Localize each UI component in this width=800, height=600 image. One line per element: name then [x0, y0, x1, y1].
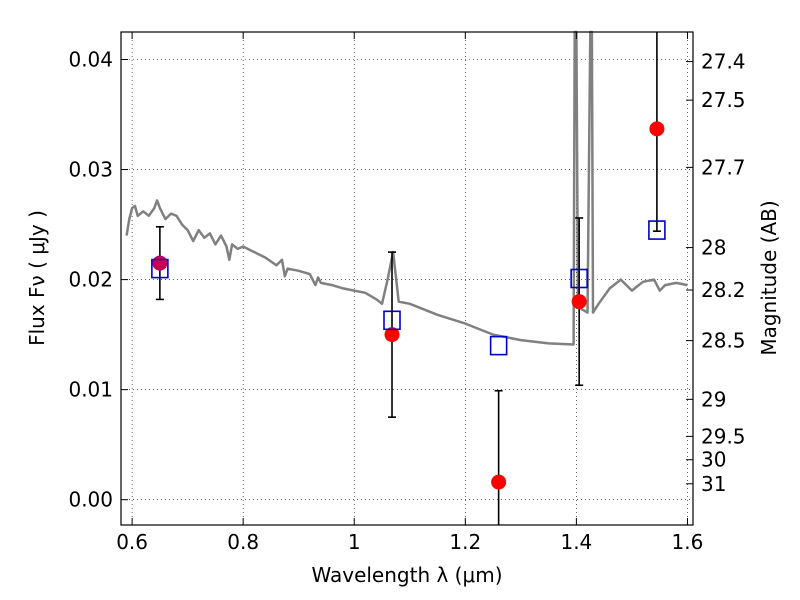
y2-tick-label: 29.5	[701, 424, 746, 448]
y2-tick-label: 31	[701, 472, 726, 496]
observed-flux-point	[384, 327, 400, 343]
model-flux-point	[489, 335, 508, 356]
y2-tick-label: 28.2	[701, 278, 746, 302]
grid-lines	[121, 32, 693, 525]
model-flux-point	[383, 310, 401, 331]
y2-tick-label: 28.5	[701, 329, 746, 353]
y2-tick-label: 27.4	[701, 50, 746, 74]
overlap-point	[152, 255, 168, 271]
data-markers	[151, 121, 666, 490]
axis-ticks	[121, 32, 693, 525]
model-spectrum-line	[125, 30, 688, 346]
error-bars	[155, 32, 661, 525]
model-flux-point	[648, 220, 666, 240]
model-spectrum	[125, 30, 688, 346]
x-tick-label: 1.4	[560, 530, 592, 554]
y2-tick-label: 28	[701, 236, 726, 260]
y-axis-title: Flux Fν ( μJy )	[25, 210, 49, 346]
y2-tick-label: 29	[701, 387, 726, 411]
x-tick-label: 1	[348, 530, 361, 554]
observed-flux-point	[491, 474, 507, 490]
y-tick-label: 0.01	[68, 378, 113, 402]
x-axis-title: Wavelength λ (μm)	[311, 563, 502, 587]
x-tick-label: 0.6	[116, 530, 148, 554]
y-tick-label: 0.04	[68, 48, 113, 72]
x-tick-label: 0.8	[227, 530, 259, 554]
model-flux-point	[570, 268, 588, 289]
x-tick-labels: 0.6 0.8 1 1.2 1.4 1.6	[116, 530, 703, 554]
observed-flux-point	[649, 121, 665, 137]
y-tick-labels: 0.00 0.01 0.02 0.03 0.04	[68, 48, 113, 512]
y2-tick-label: 27.5	[701, 88, 746, 112]
x-tick-label: 1.6	[672, 530, 704, 554]
x-tick-label: 1.2	[449, 530, 481, 554]
y2-tick-label: 30	[701, 448, 726, 472]
y-tick-label: 0.03	[68, 158, 113, 182]
y-tick-label: 0.02	[68, 268, 113, 292]
plot-frame	[120, 31, 694, 526]
observed-flux-point	[571, 294, 587, 310]
y-tick-label: 0.00	[68, 488, 113, 512]
y2-axis-title: Magnitude (AB)	[757, 200, 781, 355]
y2-tick-label: 27.7	[701, 155, 746, 179]
